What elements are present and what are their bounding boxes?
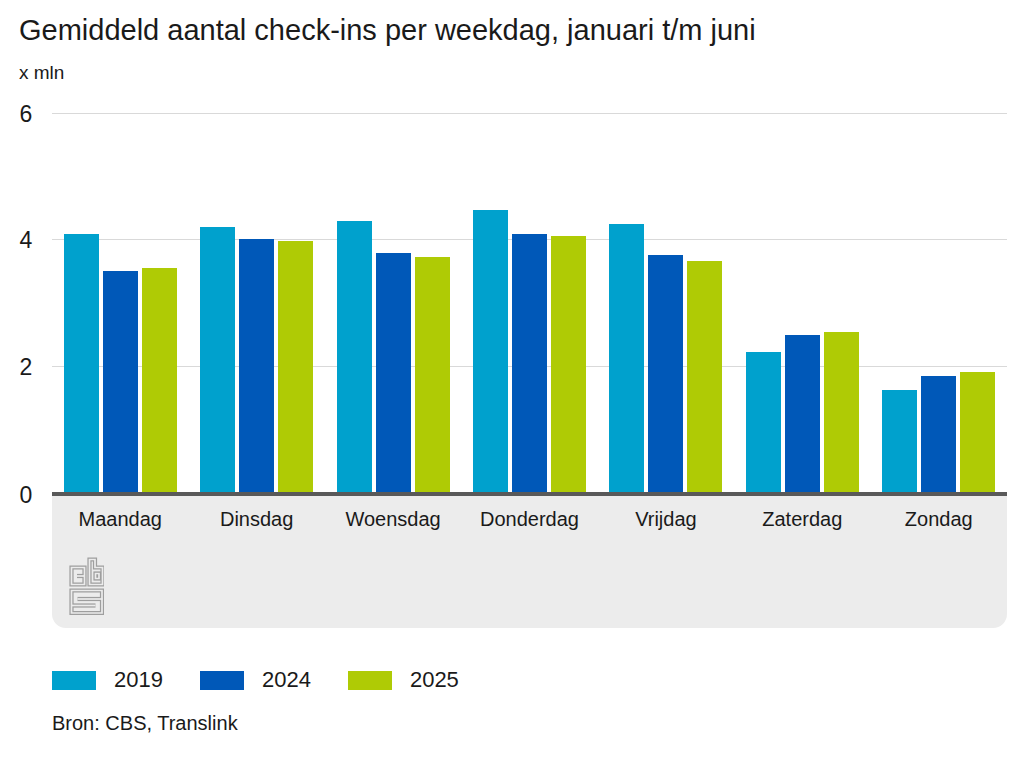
x-axis-label-dinsdag: Dinsdag <box>188 507 324 531</box>
bar-zondag-2025 <box>960 372 995 492</box>
bar-donderdag-2019 <box>473 210 508 492</box>
y-tick-label: 4 <box>12 228 40 252</box>
source-text: Bron: CBS, Translink <box>52 712 238 735</box>
legend-swatch-2025 <box>348 671 392 690</box>
bar-zaterdag-2019 <box>746 352 781 492</box>
bar-maandag-2024 <box>103 271 138 492</box>
x-axis-label-maandag: Maandag <box>52 507 188 531</box>
chart-title: Gemiddeld aantal check-ins per weekdag, … <box>19 13 756 48</box>
legend-item-2024: 2024 <box>200 667 311 693</box>
cbs-logo-icon <box>68 554 104 618</box>
bar-woensdag-2025 <box>415 257 450 492</box>
y-tick-label: 6 <box>12 102 40 126</box>
bar-group-dinsdag <box>188 113 324 492</box>
legend-swatch-2019 <box>52 671 96 690</box>
legend-label-2025: 2025 <box>410 667 459 693</box>
y-axis-unit-label: x mln <box>19 62 64 84</box>
bar-zondag-2024 <box>921 376 956 492</box>
y-tick-label: 2 <box>12 355 40 379</box>
bar-group-zondag <box>871 113 1007 492</box>
x-axis-label-woensdag: Woensdag <box>325 507 461 531</box>
bar-vrijdag-2019 <box>609 224 644 492</box>
bar-vrijdag-2024 <box>648 255 683 493</box>
bar-zondag-2019 <box>882 390 917 492</box>
legend-swatch-2024 <box>200 671 244 690</box>
bar-zaterdag-2024 <box>785 335 820 492</box>
bar-dinsdag-2019 <box>200 227 235 492</box>
bar-donderdag-2025 <box>551 236 586 492</box>
plot-area <box>52 113 1007 492</box>
x-axis-label-donderdag: Donderdag <box>461 507 597 531</box>
bar-group-zaterdag <box>734 113 870 492</box>
bar-woensdag-2019 <box>337 221 372 492</box>
y-tick-label: 0 <box>12 483 40 507</box>
legend-item-2025: 2025 <box>348 667 459 693</box>
x-axis-label-vrijdag: Vrijdag <box>598 507 734 531</box>
bar-maandag-2019 <box>64 234 99 492</box>
legend-label-2019: 2019 <box>114 667 163 693</box>
legend-item-2019: 2019 <box>52 667 163 693</box>
bar-dinsdag-2025 <box>278 241 313 492</box>
bar-woensdag-2024 <box>376 253 411 492</box>
bar-group-woensdag <box>325 113 461 492</box>
bar-zaterdag-2025 <box>824 332 859 492</box>
x-axis-label-zondag: Zondag <box>871 507 1007 531</box>
bar-donderdag-2024 <box>512 234 547 492</box>
bar-group-maandag <box>52 113 188 492</box>
bar-dinsdag-2024 <box>239 239 274 492</box>
legend: 2019 2024 2025 <box>52 668 459 692</box>
bar-vrijdag-2025 <box>687 261 722 492</box>
legend-label-2024: 2024 <box>262 667 311 693</box>
bar-group-donderdag <box>461 113 597 492</box>
bar-groups <box>52 113 1007 492</box>
chart-figure: Gemiddeld aantal check-ins per weekdag, … <box>0 0 1024 768</box>
x-axis-label-zaterdag: Zaterdag <box>734 507 870 531</box>
bar-group-vrijdag <box>598 113 734 492</box>
bar-maandag-2025 <box>142 268 177 492</box>
x-axis-labels: MaandagDinsdagWoensdagDonderdagVrijdagZa… <box>52 507 1007 531</box>
x-axis-band: MaandagDinsdagWoensdagDonderdagVrijdagZa… <box>52 496 1007 628</box>
